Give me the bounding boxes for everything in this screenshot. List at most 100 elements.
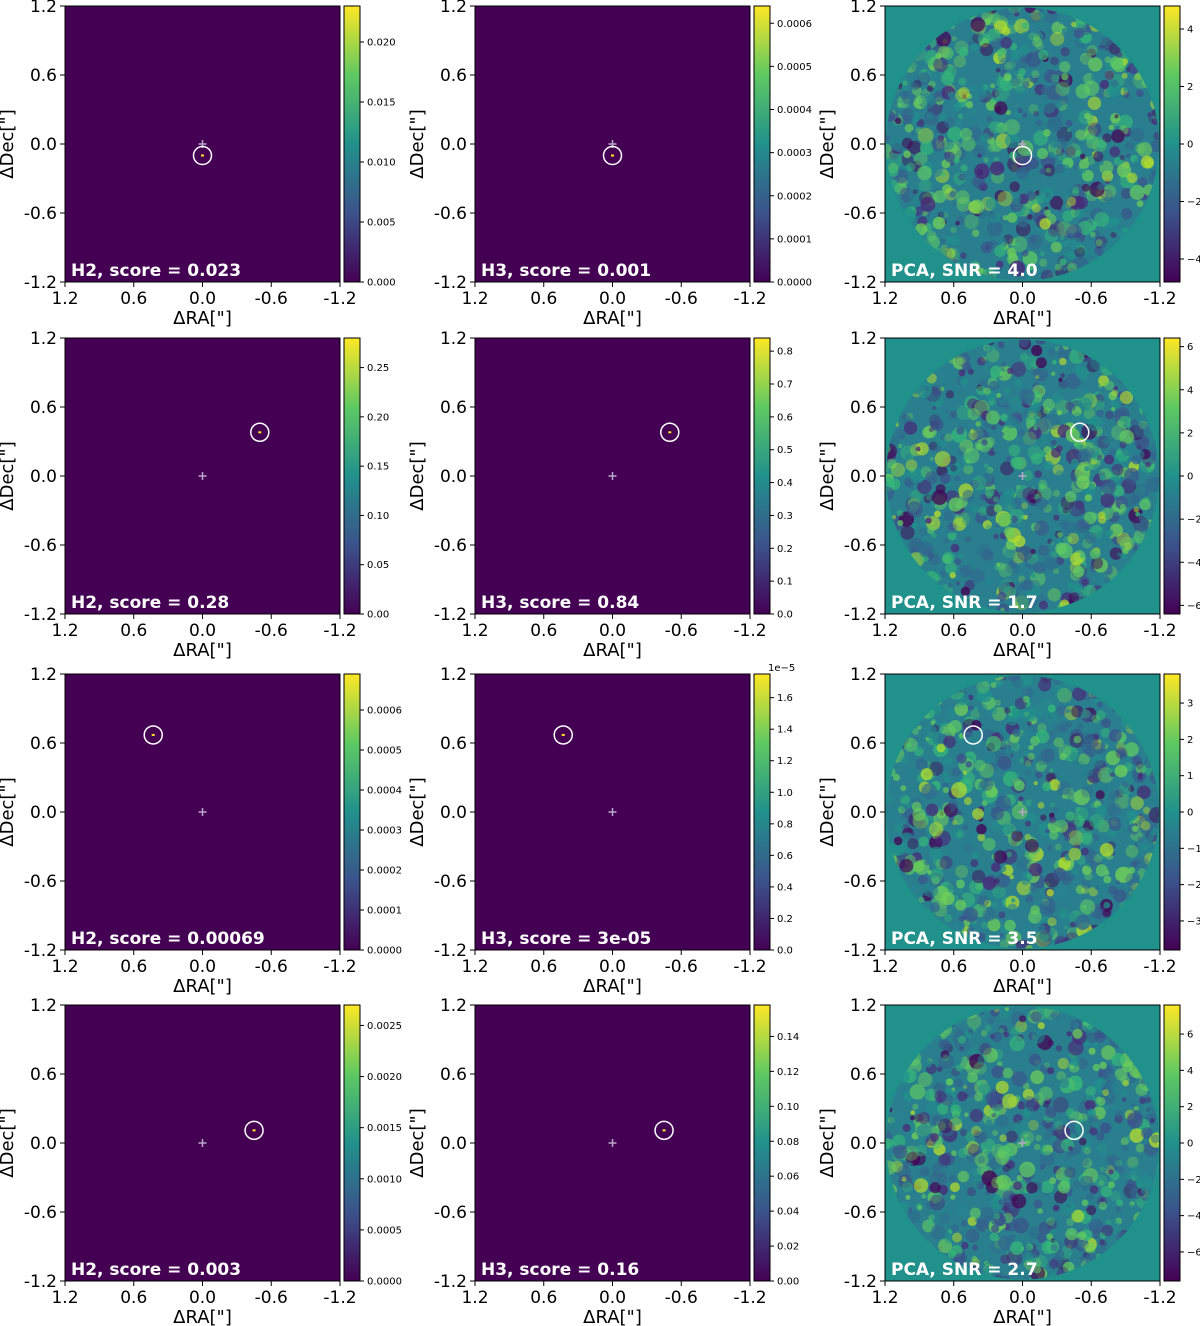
x-axis-label: ΔRA["] [993, 1307, 1052, 1326]
colorbar-offset-label: 1e−5 [768, 663, 795, 674]
y-axis-label: ΔDec["] [0, 109, 18, 178]
x-axis-label: ΔRA["] [993, 976, 1052, 997]
colorbar-tick-label: 1.6 [777, 693, 793, 704]
x-tick-label: 1.2 [51, 289, 78, 309]
colorbar: 0.000 0.005 0.010 0.015 0.020 [343, 5, 396, 289]
colorbar-tick-label: −4 [1187, 1211, 1200, 1222]
x-tick-label: -1.2 [733, 1288, 766, 1308]
y-tick-label: -0.6 [844, 1203, 877, 1223]
y-tick-label: -0.6 [24, 204, 57, 224]
colorbar-tick-label: −2 [1187, 880, 1200, 891]
candidate-circle [660, 422, 680, 443]
star-center-marker [198, 472, 207, 480]
colorbar-tick-label: 0 [1187, 1139, 1193, 1150]
y-tick-label: 0.0 [440, 1134, 467, 1154]
x-tick-label: 1.2 [871, 289, 898, 309]
colorbar-tick-label: 0.2 [777, 914, 793, 925]
colorbar-tick-label: 0.0020 [367, 1072, 402, 1083]
colorbar-tick-label: 0.7 [777, 380, 793, 391]
x-axis-label: ΔRA["] [173, 640, 232, 661]
y-tick-label: 1.2 [30, 665, 57, 685]
x-tick-label: -1.2 [1143, 957, 1176, 977]
colorbar-tick-label: 1.4 [777, 725, 793, 736]
x-tick-label: 0.6 [120, 621, 147, 641]
colorbar-tick-label: 0.020 [367, 38, 396, 49]
x-tick-label: 1.2 [51, 957, 78, 977]
colorbar-tick-label: 0.0025 [367, 1021, 402, 1032]
colorbar: 0.0 0.2 0.4 0.6 0.8 1.0 1.2 1.4 1.6 1e−5 [753, 663, 795, 957]
y-tick-label: -1.2 [434, 605, 467, 625]
colorbar-tick-label: 0 [1187, 472, 1193, 483]
x-axis-label: ΔRA["] [583, 308, 642, 329]
colorbar-tick-label: 0.5 [777, 445, 793, 456]
colorbar-tick-label: 4 [1187, 25, 1193, 36]
y-tick-label: 0.6 [440, 1065, 467, 1085]
x-tick-label: 1.2 [871, 621, 898, 641]
colorbar-tick-label: 0.15 [367, 462, 389, 473]
panel-2-2: PCA, SNR = 3.51.2 0.6 0.0 -0.6 -1.21.20.60.0… [817, 665, 1200, 997]
y-tick-label: -0.6 [844, 536, 877, 556]
candidate-circle [553, 725, 573, 745]
colorbar-tick-label: 0.0004 [367, 786, 402, 797]
colorbar-tick-label: −4 [1187, 255, 1200, 266]
x-tick-label: 1.2 [871, 957, 898, 977]
colorbar: 0.0000 0.0001 0.0002 0.0003 0.0004 0.0005 0.00… [343, 673, 402, 957]
y-tick-label: -1.2 [434, 941, 467, 961]
colorbar-tick-label: 6 [1187, 1030, 1193, 1041]
star-center-marker [198, 808, 207, 816]
y-tick-label: 1.2 [850, 329, 877, 349]
x-tick-label: -1.2 [733, 957, 766, 977]
colorbar-tick-label: 0.3 [777, 511, 793, 522]
colorbar-tick-label: 0.14 [777, 1032, 799, 1043]
x-tick-label: -0.6 [1075, 621, 1108, 641]
y-axis-label: ΔDec["] [0, 1108, 18, 1177]
x-tick-label: -0.6 [255, 957, 288, 977]
candidate-circle [250, 422, 270, 443]
x-tick-label: 0.6 [530, 621, 557, 641]
x-tick-label: 0.6 [530, 289, 557, 309]
planet-signal [611, 154, 614, 157]
y-tick-label: -0.6 [24, 872, 57, 892]
x-tick-label: 0.0 [599, 957, 626, 977]
y-tick-label: -0.6 [434, 204, 467, 224]
y-tick-label: 0.0 [30, 135, 57, 155]
y-tick-label: -1.2 [24, 941, 57, 961]
y-tick-label: 0.0 [30, 467, 57, 487]
x-tick-label: 0.6 [940, 1288, 967, 1308]
colorbar-tick-label: 4 [1187, 1066, 1193, 1077]
candidate-circle [963, 725, 983, 745]
y-axis-label: ΔDec["] [407, 109, 428, 178]
colorbar-tick-label: 0.0001 [777, 234, 812, 245]
y-tick-label: 0.6 [30, 734, 57, 754]
x-tick-label: 0.6 [940, 957, 967, 977]
colorbar-tick-label: −3 [1187, 916, 1200, 927]
y-tick-label: 0.6 [440, 734, 467, 754]
y-tick-label: 0.6 [850, 66, 877, 86]
colorbar-tick-label: 0.6 [777, 412, 793, 423]
y-tick-label: 0.0 [440, 803, 467, 823]
colorbar-tick-label: 0.0005 [367, 1225, 402, 1236]
y-tick-label: 1.2 [440, 996, 467, 1016]
panel-title: PCA, SNR = 4.0 [891, 261, 1038, 281]
y-tick-label: -1.2 [24, 605, 57, 625]
x-tick-label: -1.2 [1143, 1288, 1176, 1308]
colorbar-tick-label: 0.0000 [367, 1277, 402, 1288]
star-center-marker [198, 1139, 207, 1147]
y-tick-label: -0.6 [24, 1203, 57, 1223]
y-tick-label: 0.0 [850, 467, 877, 487]
x-tick-label: 1.2 [51, 1288, 78, 1308]
colorbar-tick-label: 0.00 [777, 1277, 799, 1288]
colorbar-tick-label: 2 [1187, 1102, 1193, 1113]
y-axis-label: ΔDec["] [817, 777, 838, 846]
panel-title: H3, score = 0.16 [481, 1260, 639, 1280]
y-tick-label: 1.2 [440, 0, 467, 17]
x-tick-label: -0.6 [1075, 289, 1108, 309]
x-axis-label: ΔRA["] [583, 976, 642, 997]
x-tick-label: -0.6 [665, 289, 698, 309]
colorbar-tick-label: 0.02 [777, 1242, 799, 1253]
panel-3-1: H3, score = 0.161.2 0.6 0.0 -0.6 -1.21.20.60… [407, 996, 799, 1326]
colorbar-tick-label: 0.005 [367, 218, 396, 229]
y-tick-label: 1.2 [850, 665, 877, 685]
